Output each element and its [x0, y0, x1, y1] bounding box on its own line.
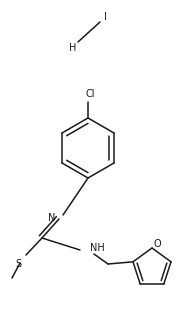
- Text: I: I: [104, 12, 106, 22]
- Text: Cl: Cl: [85, 89, 95, 99]
- Text: H: H: [69, 43, 77, 53]
- Text: NH: NH: [90, 243, 105, 253]
- Text: S: S: [15, 259, 21, 269]
- Text: O: O: [153, 239, 161, 249]
- Text: N: N: [48, 213, 56, 223]
